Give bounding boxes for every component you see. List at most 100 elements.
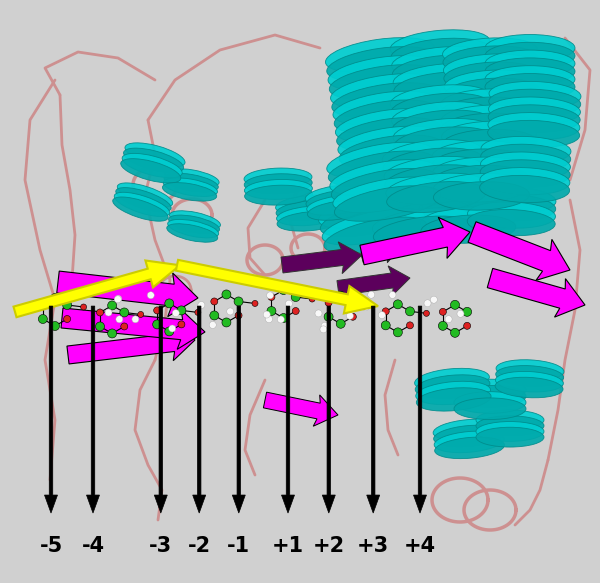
Ellipse shape: [306, 190, 365, 210]
Circle shape: [286, 300, 292, 307]
Circle shape: [115, 296, 122, 303]
Ellipse shape: [163, 182, 217, 201]
Ellipse shape: [481, 136, 571, 164]
Circle shape: [195, 310, 201, 315]
Ellipse shape: [335, 108, 439, 142]
Circle shape: [222, 318, 231, 327]
FancyArrow shape: [14, 261, 180, 317]
Ellipse shape: [488, 105, 580, 132]
Ellipse shape: [337, 117, 441, 151]
Ellipse shape: [392, 47, 491, 77]
Circle shape: [115, 296, 121, 303]
Circle shape: [325, 299, 332, 306]
FancyArrow shape: [487, 268, 585, 317]
Ellipse shape: [244, 180, 313, 199]
Circle shape: [464, 322, 470, 329]
Circle shape: [279, 314, 288, 322]
Circle shape: [227, 308, 234, 315]
Ellipse shape: [433, 149, 528, 177]
Ellipse shape: [419, 191, 514, 219]
Ellipse shape: [245, 185, 313, 205]
Ellipse shape: [331, 168, 438, 204]
Circle shape: [451, 328, 460, 338]
Text: +4: +4: [404, 536, 436, 556]
Ellipse shape: [485, 66, 575, 93]
Text: +1: +1: [272, 536, 304, 556]
Ellipse shape: [386, 173, 485, 204]
Ellipse shape: [433, 174, 529, 202]
Circle shape: [138, 311, 144, 318]
Circle shape: [379, 311, 385, 318]
Text: -3: -3: [149, 536, 172, 556]
Circle shape: [457, 310, 464, 317]
Circle shape: [107, 329, 116, 338]
Ellipse shape: [370, 192, 470, 222]
Ellipse shape: [433, 182, 529, 210]
Circle shape: [95, 322, 104, 331]
Ellipse shape: [121, 159, 181, 183]
Circle shape: [154, 307, 161, 314]
FancyArrow shape: [67, 325, 195, 364]
Ellipse shape: [386, 181, 486, 212]
Ellipse shape: [392, 110, 492, 141]
Circle shape: [424, 300, 431, 307]
Circle shape: [381, 321, 390, 330]
Circle shape: [382, 308, 389, 315]
Ellipse shape: [433, 157, 529, 185]
FancyArrow shape: [61, 308, 205, 349]
Ellipse shape: [485, 50, 575, 77]
Circle shape: [362, 304, 369, 311]
Ellipse shape: [481, 152, 571, 179]
Circle shape: [291, 293, 300, 301]
Circle shape: [235, 312, 242, 319]
Ellipse shape: [480, 167, 570, 195]
Ellipse shape: [444, 70, 539, 99]
Ellipse shape: [390, 85, 490, 115]
Circle shape: [64, 315, 71, 322]
FancyArrow shape: [322, 306, 335, 513]
Circle shape: [62, 300, 71, 310]
Ellipse shape: [275, 195, 340, 215]
Circle shape: [463, 307, 472, 317]
FancyArrow shape: [176, 260, 378, 314]
Ellipse shape: [164, 173, 218, 192]
Ellipse shape: [390, 30, 490, 60]
Circle shape: [107, 301, 116, 310]
Circle shape: [263, 311, 270, 318]
Text: -2: -2: [188, 536, 211, 556]
Ellipse shape: [384, 156, 484, 187]
Text: -4: -4: [82, 536, 104, 556]
Ellipse shape: [434, 437, 505, 459]
FancyArrow shape: [86, 306, 100, 513]
Ellipse shape: [391, 38, 491, 69]
Ellipse shape: [373, 208, 472, 238]
FancyArrow shape: [193, 306, 206, 513]
Ellipse shape: [485, 43, 575, 69]
Circle shape: [424, 310, 430, 317]
Ellipse shape: [170, 211, 220, 229]
Ellipse shape: [440, 89, 535, 117]
Ellipse shape: [163, 178, 217, 196]
Circle shape: [97, 309, 104, 316]
Text: -1: -1: [227, 536, 250, 556]
Ellipse shape: [277, 212, 342, 231]
Circle shape: [366, 302, 372, 308]
Circle shape: [309, 296, 315, 302]
FancyArrow shape: [57, 271, 198, 317]
Circle shape: [198, 301, 205, 308]
Ellipse shape: [327, 142, 433, 178]
Circle shape: [368, 292, 375, 298]
Ellipse shape: [432, 141, 528, 169]
Ellipse shape: [442, 129, 537, 157]
Circle shape: [234, 297, 243, 306]
Ellipse shape: [496, 366, 563, 386]
Ellipse shape: [467, 202, 556, 228]
Circle shape: [267, 307, 276, 315]
Circle shape: [50, 321, 59, 331]
Circle shape: [394, 328, 403, 337]
Ellipse shape: [441, 97, 536, 125]
Ellipse shape: [276, 201, 341, 220]
Ellipse shape: [441, 105, 536, 133]
Ellipse shape: [485, 73, 575, 100]
Ellipse shape: [454, 385, 526, 407]
